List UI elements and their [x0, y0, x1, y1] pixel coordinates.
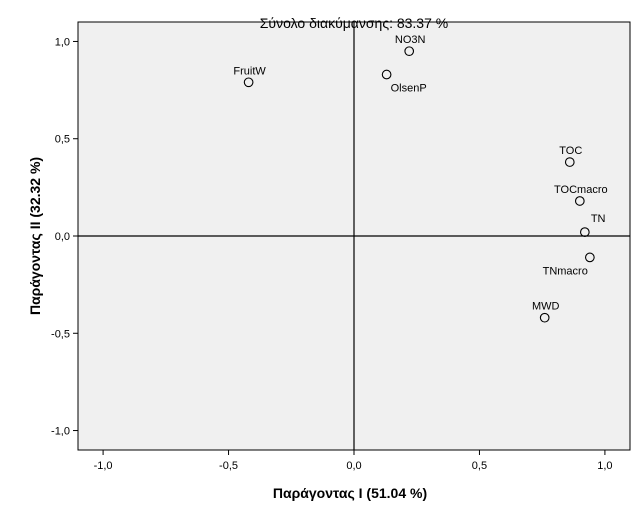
y-tick-label: -1,0 — [51, 426, 70, 438]
point-label: NO3N — [395, 34, 426, 46]
data-point — [243, 77, 254, 88]
x-tick-label: 1,0 — [597, 460, 612, 472]
point-label: FruitW — [233, 65, 266, 77]
x-tick-label: 0,0 — [346, 460, 361, 472]
y-tick-label: -0,5 — [51, 328, 70, 340]
x-tick-label: -1,0 — [94, 460, 113, 472]
point-label: TOC — [559, 145, 582, 157]
x-axis-ticks: -1,0 -0,5 0,0 0,5 1,0 — [94, 450, 613, 472]
x-axis-label: Παράγοντας Ι (51.04 %) — [273, 485, 427, 501]
data-point — [564, 157, 575, 167]
y-tick-label: 0,0 — [55, 231, 70, 243]
point-label: MWD — [532, 301, 560, 313]
point-label: TNmacro — [543, 265, 588, 277]
data-point — [579, 227, 590, 237]
y-tick-label: 0,5 — [55, 134, 70, 146]
y-axis-ticks: -1,0 -0,5 0,0 0,5 1,0 — [51, 36, 78, 438]
point-label: TOCmacro — [554, 184, 608, 196]
data-point — [585, 252, 595, 263]
chart-title: Σύνολο διακύμανσης: 83.37 % — [260, 15, 448, 31]
data-point — [404, 46, 415, 57]
data-point — [574, 196, 585, 206]
y-axis-label: Παράγοντας ΙΙ (32.32 %) — [27, 157, 43, 315]
x-tick-label: 0,5 — [472, 460, 487, 472]
y-tick-label: 1,0 — [55, 36, 70, 48]
data-point — [381, 69, 392, 80]
data-points: FruitW NO3N OlsenP TOC TOCmacro TN TNmacro MWD — [233, 34, 608, 323]
x-tick-label: -0,5 — [219, 460, 238, 472]
point-label: OlsenP — [391, 83, 427, 95]
data-point — [539, 312, 550, 323]
point-label: TN — [591, 213, 606, 225]
reference-lines — [78, 22, 630, 450]
